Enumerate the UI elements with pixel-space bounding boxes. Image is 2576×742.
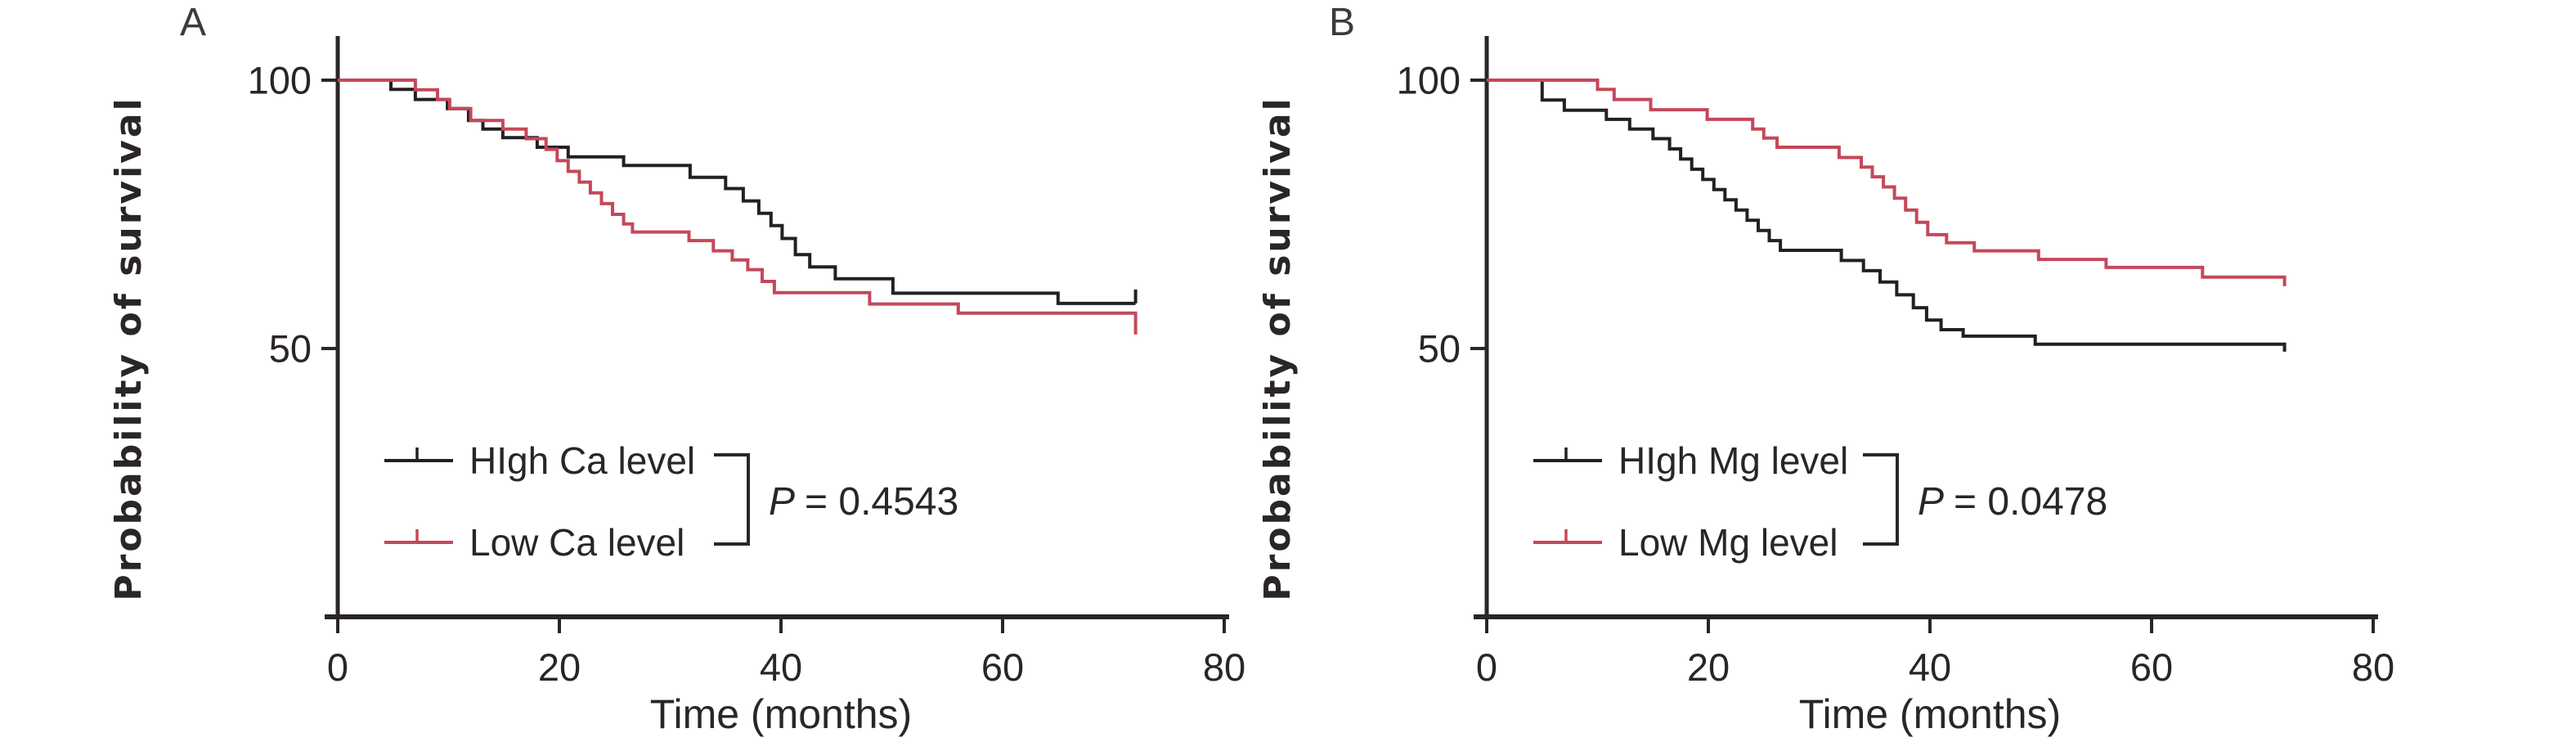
survival-curve-low bbox=[338, 79, 1138, 335]
panel-a: A 100 50 0 20 40 60 80 Time (months) Probability… bbox=[108, 1, 1245, 737]
survival-curve-low bbox=[1487, 79, 2287, 286]
x-tick-label: 80 bbox=[1203, 645, 1245, 689]
x-tick-label: 0 bbox=[327, 645, 348, 689]
legend-label: HIgh Mg level bbox=[1618, 439, 1848, 482]
y-axis-title: Probability of survival bbox=[108, 96, 150, 600]
survival-curve-high bbox=[338, 79, 1136, 305]
panel-b-chart: 100 50 0 20 40 60 80 Time (months) Probability o… bbox=[1257, 36, 2394, 737]
x-tick-label: 40 bbox=[760, 645, 802, 689]
panel-b-label: B bbox=[1329, 1, 1356, 44]
p-value-text: P = 0.4543 bbox=[769, 480, 958, 524]
x-tick-label: 40 bbox=[1909, 645, 1951, 689]
survival-curve-high bbox=[1487, 79, 2287, 352]
x-axis-title: Time (months) bbox=[1799, 691, 2061, 737]
x-tick-label: 60 bbox=[2130, 645, 2173, 689]
panel-a-label: A bbox=[180, 1, 207, 44]
y-tick-label: 100 bbox=[1397, 59, 1461, 102]
legend-label: Low Ca level bbox=[469, 521, 684, 564]
panel-b: B 100 50 0 20 40 60 80 Time (months) Probability… bbox=[1149, 0, 2576, 742]
y-tick-label: 50 bbox=[269, 327, 312, 371]
legend-bracket bbox=[1863, 453, 1899, 546]
x-axis-title: Time (months) bbox=[650, 691, 912, 737]
legend-label: Low Mg level bbox=[1618, 521, 1838, 564]
x-tick-label: 0 bbox=[1476, 645, 1497, 689]
y-tick-label: 50 bbox=[1418, 327, 1461, 371]
p-value-text: P = 0.0478 bbox=[1918, 480, 2107, 524]
x-tick-label: 20 bbox=[538, 645, 581, 689]
legend-label: HIgh Ca level bbox=[469, 439, 695, 482]
y-axis-title: Probability of survival bbox=[1257, 96, 1299, 600]
y-tick-label: 100 bbox=[248, 59, 312, 102]
legend-bracket bbox=[714, 453, 750, 546]
panel-a-chart: 100 50 0 20 40 60 80 Time (months) Probability o… bbox=[108, 36, 1245, 737]
x-tick-label: 20 bbox=[1687, 645, 1730, 689]
x-tick-label: 80 bbox=[2352, 645, 2394, 689]
x-tick-label: 60 bbox=[981, 645, 1024, 689]
